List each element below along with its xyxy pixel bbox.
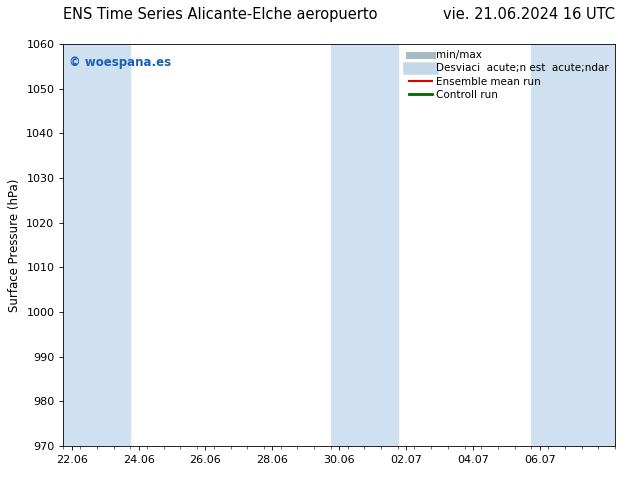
Text: © woespana.es: © woespana.es [69, 56, 171, 69]
Text: ENS Time Series Alicante-Elche aeropuerto: ENS Time Series Alicante-Elche aeropuert… [63, 7, 378, 22]
Y-axis label: Surface Pressure (hPa): Surface Pressure (hPa) [8, 178, 21, 312]
Bar [531, 44, 615, 446]
Bar [63, 44, 130, 446]
Legend: min/max, Desviaci  acute;n est  acute;ndar, Ensemble mean run, Controll run: min/max, Desviaci acute;n est acute;ndar… [404, 46, 613, 104]
Text: vie. 21.06.2024 16 UTC: vie. 21.06.2024 16 UTC [443, 7, 615, 22]
Bar [331, 44, 398, 446]
